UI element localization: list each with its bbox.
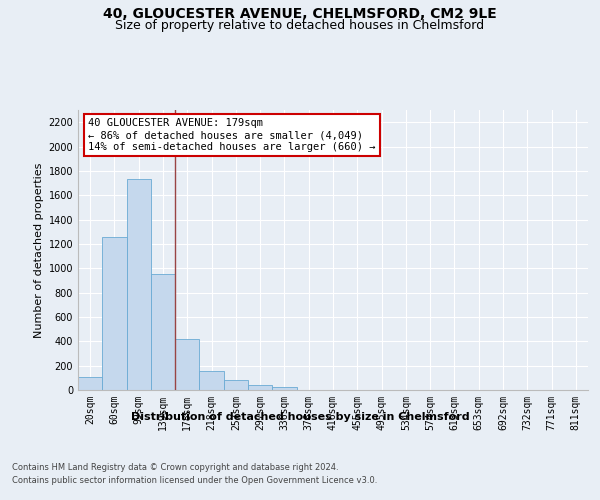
Text: Distribution of detached houses by size in Chelmsford: Distribution of detached houses by size … <box>131 412 469 422</box>
Bar <box>78 376 102 390</box>
Bar <box>175 340 199 390</box>
Bar <box>248 384 272 390</box>
Text: 40 GLOUCESTER AVENUE: 179sqm
← 86% of detached houses are smaller (4,049)
14% of: 40 GLOUCESTER AVENUE: 179sqm ← 86% of de… <box>88 118 376 152</box>
Bar <box>199 371 224 390</box>
Bar <box>272 387 296 390</box>
Bar <box>151 274 175 390</box>
Text: Contains HM Land Registry data © Crown copyright and database right 2024.: Contains HM Land Registry data © Crown c… <box>12 462 338 471</box>
Text: 40, GLOUCESTER AVENUE, CHELMSFORD, CM2 9LE: 40, GLOUCESTER AVENUE, CHELMSFORD, CM2 9… <box>103 8 497 22</box>
Bar <box>127 180 151 390</box>
Text: Contains public sector information licensed under the Open Government Licence v3: Contains public sector information licen… <box>12 476 377 485</box>
Text: Size of property relative to detached houses in Chelmsford: Size of property relative to detached ho… <box>115 19 485 32</box>
Bar <box>224 380 248 390</box>
Bar <box>102 236 127 390</box>
Y-axis label: Number of detached properties: Number of detached properties <box>34 162 44 338</box>
